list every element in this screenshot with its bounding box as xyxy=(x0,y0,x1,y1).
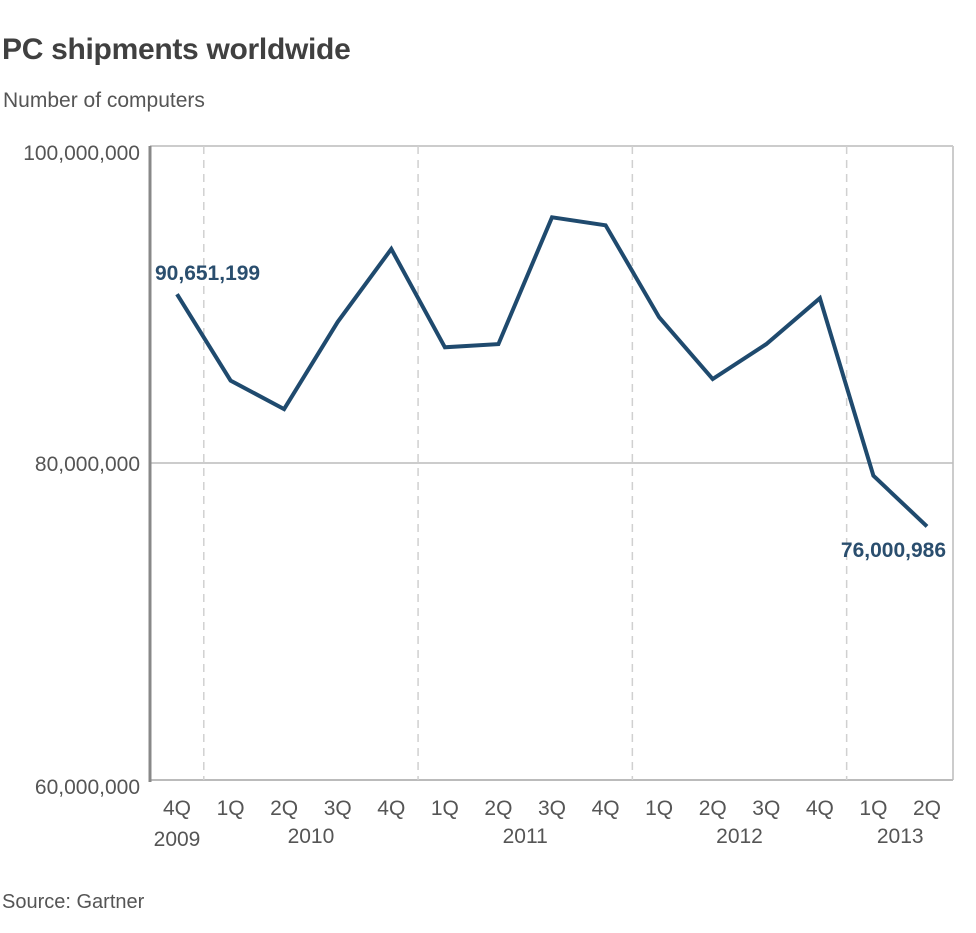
x-tick-quarter: 1Q xyxy=(217,797,245,820)
x-tick-quarter: 2Q xyxy=(913,797,941,820)
x-tick-quarter: 4Q xyxy=(592,797,620,820)
first-value-label: 90,651,199 xyxy=(155,262,260,285)
x-tick-quarter: 1Q xyxy=(431,797,459,820)
x-tick-quarter: 3Q xyxy=(752,797,780,820)
last-value-label: 76,000,986 xyxy=(841,539,946,562)
x-tick-quarter: 4Q xyxy=(163,797,191,820)
chart-subtitle: Number of computers xyxy=(3,89,205,112)
x-tick-quarter: 3Q xyxy=(538,797,566,820)
x-tick-quarter: 4Q xyxy=(806,797,834,820)
y-tick-label: 100,000,000 xyxy=(23,142,140,165)
x-tick-quarter: 2Q xyxy=(270,797,298,820)
x-tick-year: 2013 xyxy=(877,825,924,848)
x-tick-quarter: 4Q xyxy=(377,797,405,820)
source-note: Source: Gartner xyxy=(2,891,145,913)
data-line xyxy=(175,215,929,528)
x-tick-quarter: 1Q xyxy=(859,797,887,820)
x-tick-quarter: 1Q xyxy=(645,797,673,820)
chart-title: PC shipments worldwide xyxy=(2,33,351,66)
y-tick-label: 80,000,000 xyxy=(34,453,140,476)
x-tick-year: 2009 xyxy=(154,828,201,851)
x-tick-quarter: 2Q xyxy=(699,797,727,820)
x-tick-year: 2012 xyxy=(716,825,763,848)
x-tick-quarter: 3Q xyxy=(324,797,352,820)
y-tick-label: 60,000,000 xyxy=(34,776,140,799)
x-tick-year: 2010 xyxy=(288,825,335,848)
x-tick-year: 2011 xyxy=(503,825,548,848)
x-tick-quarter: 2Q xyxy=(484,797,512,820)
